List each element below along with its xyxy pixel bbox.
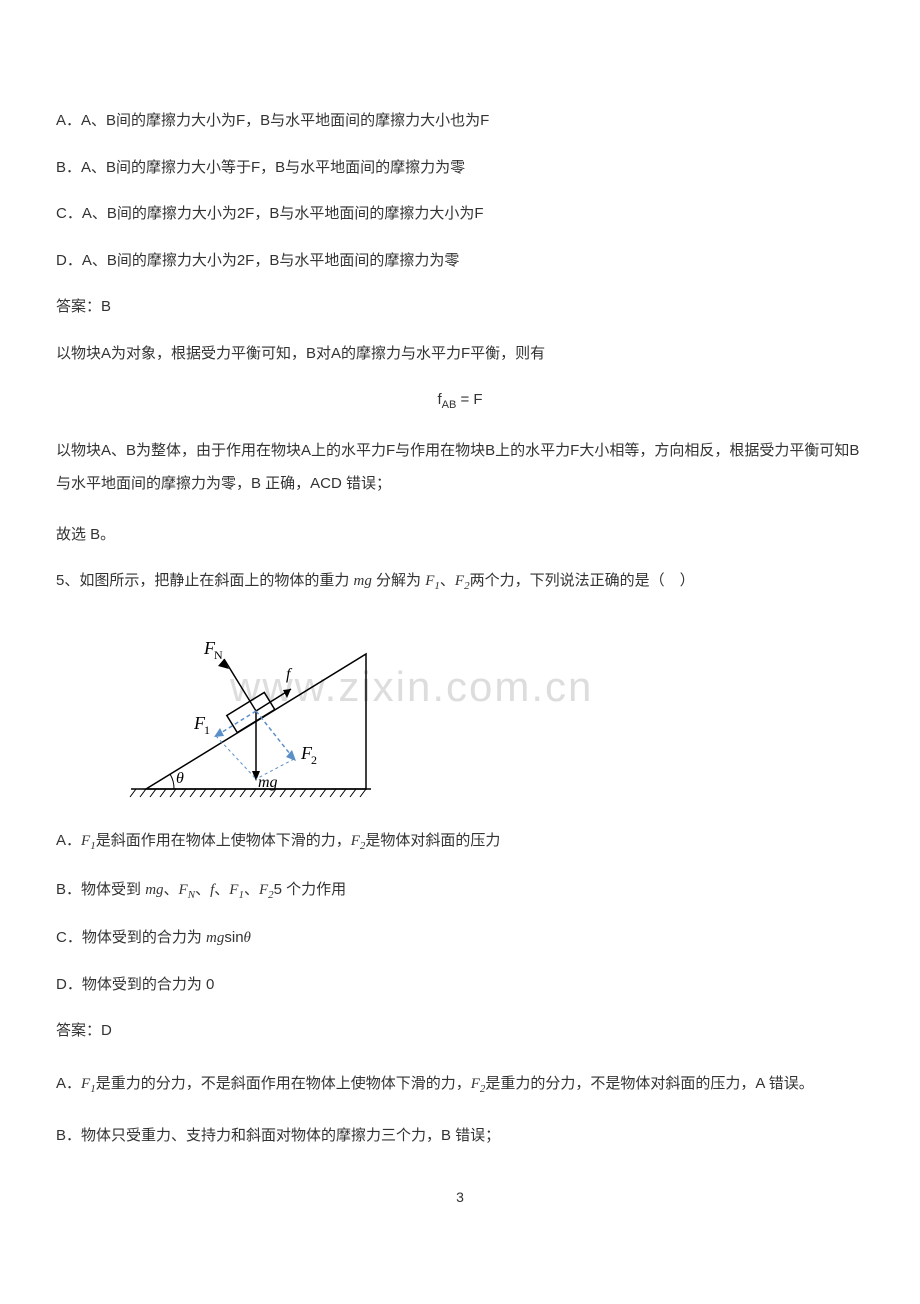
a5a-pre: A． (56, 1075, 81, 1092)
answer-5-a: A．F1是重力的分力，不是斜面作用在物体上使物体下滑的力，F2是重力的分力，不是… (56, 1067, 864, 1101)
svg-text:2: 2 (311, 753, 317, 767)
svg-text:f: f (286, 666, 293, 683)
option-4-a: A．A、B间的摩擦力大小为F，B与水平地面间的摩擦力大小也为F (56, 110, 864, 133)
o5a-mid: 是斜面作用在物体上使物体下滑的力， (96, 832, 351, 849)
option-4-c: C．A、B间的摩擦力大小为2F，B与水平地面间的摩擦力大小为F (56, 203, 864, 226)
option-4-d: D．A、B间的摩擦力大小为2F，B与水平地面间的摩擦力为零 (56, 250, 864, 273)
o5b-s1: 、 (164, 881, 179, 898)
answer-4-equation: fAB = F (56, 389, 864, 414)
o5b-pre: B．物体受到 (56, 881, 145, 898)
o5c-sin: sin (224, 929, 243, 946)
option-5-c: C．物体受到的合力为 mgsinθ (56, 927, 864, 950)
question-5-stem: 5、如图所示，把静止在斜面上的物体的重力 mg 分解为 F1、F2两个力，下列说… (56, 570, 864, 595)
o5c-pre: C．物体受到的合力为 (56, 929, 206, 946)
q5-mg: mg (354, 573, 372, 589)
answer-4-conclusion: 故选 B。 (56, 524, 864, 547)
option-5-b: B．物体受到 mg、FN、f、F1、F25 个力作用 (56, 879, 864, 904)
diagram-5: F N f mg F 1 F 2 θ (126, 619, 864, 807)
answer-4-label: 答案：B (56, 296, 864, 319)
answer-5-b: B．物体只受重力、支持力和斜面对物体的摩擦力三个力，B 错误； (56, 1125, 864, 1148)
q5-mid1: 分解为 (372, 572, 425, 589)
option-5-a: A．F1是斜面作用在物体上使物体下滑的力，F2是物体对斜面的压力 (56, 830, 864, 855)
o5b-s3: 、 (214, 881, 229, 898)
o5b-n: N (188, 889, 195, 901)
o5b-fn: F (179, 882, 188, 898)
answer-4-expl2: 以物块A、B为整体，由于作用在物块A上的水平力F与作用在物块B上的水平力F大小相… (56, 434, 864, 500)
o5b-s2: 、 (195, 881, 210, 898)
document-content: A．A、B间的摩擦力大小为F，B与水平地面间的摩擦力大小也为F B．A、B间的摩… (56, 110, 864, 1208)
a5a-f1: F (81, 1076, 90, 1092)
q5-pre: 5、如图所示，把静止在斜面上的物体的重力 (56, 572, 354, 589)
option-5-d: D．物体受到的合力为 0 (56, 974, 864, 997)
o5a-post: 是物体对斜面的压力 (365, 832, 500, 849)
o5b-post: 5 个力作用 (274, 881, 347, 898)
answer-4-expl1: 以物块A为对象，根据受力平衡可知，B对A的摩擦力与水平力F平衡，则有 (56, 343, 864, 366)
o5b-mg: mg (145, 882, 163, 898)
eq-sub: AB (442, 399, 457, 411)
o5b-s4: 、 (244, 881, 259, 898)
eq-rest: = F (456, 391, 482, 408)
svg-text:θ: θ (176, 770, 184, 787)
a5a-mid1: 是重力的分力，不是斜面作用在物体上使物体下滑的力， (96, 1075, 471, 1092)
a5a-mid2: 是重力的分力，不是物体对斜面的压力，A 错误。 (485, 1075, 813, 1092)
o5a-pre: A． (56, 832, 81, 849)
page-number: 3 (56, 1187, 864, 1208)
answer-5-label: 答案：D (56, 1020, 864, 1043)
option-4-b: B．A、B间的摩擦力大小等于F，B与水平地面间的摩擦力为零 (56, 157, 864, 180)
q5-f2: F (455, 573, 464, 589)
q5-f1: F (425, 573, 434, 589)
q5-post: 两个力，下列说法正确的是（ ） (470, 572, 695, 589)
o5a-f2: F (351, 833, 360, 849)
svg-text:N: N (214, 648, 223, 662)
o5c-mg: mg (206, 930, 224, 946)
svg-text:1: 1 (204, 723, 210, 737)
a5a-f2: F (471, 1076, 480, 1092)
o5c-theta: θ (244, 930, 251, 946)
q5-sep: 、 (440, 572, 455, 589)
o5b-f2: F (259, 882, 268, 898)
o5a-f1: F (81, 833, 90, 849)
